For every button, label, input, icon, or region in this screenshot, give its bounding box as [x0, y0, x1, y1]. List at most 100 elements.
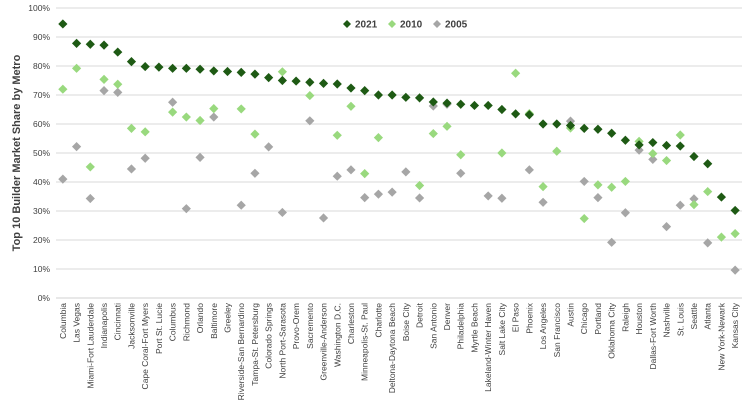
point-2010 — [373, 133, 384, 143]
point-2005 — [414, 193, 425, 203]
point-2010 — [168, 107, 178, 117]
point-2005 — [332, 171, 342, 181]
point-2010 — [250, 129, 260, 139]
point-2010 — [236, 104, 246, 114]
x-tick-label: Washington D.C. — [332, 303, 342, 367]
x-tick-label: Deltona-Daytona Beach — [387, 303, 397, 394]
x-tick-label: Provo-Orem — [291, 303, 301, 349]
point-2021 — [730, 205, 740, 216]
point-2021 — [401, 92, 411, 102]
point-2021 — [661, 140, 672, 151]
x-tick-label: Cape Coral-Fort Myers — [140, 303, 150, 389]
point-2010 — [538, 182, 548, 192]
x-tick-label: Phoenix — [524, 302, 534, 333]
legend-label-2021: 2021 — [355, 20, 378, 31]
y-axis-title: Top 10 Builder Market Share by Metro — [11, 54, 23, 251]
x-tick-label: Port St. Lucie — [154, 303, 164, 354]
x-tick-label: Salt Lake City — [497, 302, 507, 355]
x-tick-label: Columbia — [58, 303, 68, 339]
point-2021 — [469, 100, 480, 111]
y-tick-label: 20% — [33, 235, 50, 245]
x-tick-label: Boise City — [401, 302, 411, 341]
point-2005 — [71, 142, 82, 152]
point-2010 — [414, 180, 425, 191]
x-tick-label: Houston — [634, 303, 644, 335]
point-2010 — [689, 200, 699, 210]
legend-label-2005: 2005 — [445, 20, 468, 31]
point-2005 — [113, 87, 123, 97]
point-2010 — [126, 123, 137, 133]
point-2021 — [538, 119, 548, 129]
point-2010 — [716, 232, 727, 242]
x-tick-label: Portland — [593, 303, 603, 335]
point-2010 — [579, 213, 589, 224]
point-2010 — [58, 84, 68, 94]
point-2021 — [277, 75, 287, 86]
y-tick-label: 40% — [33, 177, 50, 187]
y-tick-label: 50% — [33, 148, 50, 158]
x-tick-label: San Francisco — [552, 303, 562, 358]
x-tick-label: Las Vegas — [72, 303, 82, 343]
point-2005 — [703, 238, 713, 248]
point-2021 — [579, 123, 589, 133]
point-2021 — [689, 151, 699, 162]
point-2005 — [85, 193, 95, 204]
x-tick-label: Raleigh — [620, 303, 630, 332]
point-2010 — [428, 128, 438, 139]
x-tick-label: Los Angeles — [538, 303, 548, 349]
point-2021 — [511, 109, 521, 119]
point-2021 — [593, 124, 603, 134]
y-tick-label: 10% — [33, 264, 50, 274]
point-2010 — [209, 104, 219, 114]
point-2010 — [113, 79, 123, 89]
point-2021 — [387, 90, 397, 100]
x-tick-label: Cincinnati — [113, 303, 123, 340]
point-2005 — [497, 193, 507, 203]
point-2005 — [99, 86, 109, 96]
point-2021 — [552, 119, 562, 129]
point-2005 — [634, 145, 644, 155]
point-2005 — [579, 176, 589, 187]
x-tick-label: Nashville — [662, 303, 672, 338]
point-2005 — [195, 152, 205, 162]
point-2010 — [648, 148, 658, 159]
point-2021 — [414, 93, 425, 103]
legend: 2021 2010 2005 — [343, 20, 468, 31]
point-2021 — [716, 192, 727, 202]
x-tick-label: Chicago — [579, 303, 589, 334]
x-tick-label: Atlanta — [703, 303, 713, 330]
point-2021 — [703, 159, 713, 169]
point-2021 — [456, 99, 466, 109]
point-2005 — [607, 237, 617, 247]
legend-marker-2005 — [433, 20, 441, 28]
x-tick-label: Jacksonville — [126, 303, 136, 349]
point-2005 — [730, 265, 740, 275]
legend-marker-2021 — [343, 20, 351, 28]
x-tick-label: Denver — [442, 303, 452, 331]
point-2021 — [524, 110, 534, 120]
y-tick-label: 100% — [28, 3, 50, 13]
x-tick-label: Riverside-San Bernardino — [236, 303, 246, 401]
gridlines — [56, 7, 742, 270]
x-tick-label: New York-Newark — [716, 302, 726, 370]
point-2005 — [483, 191, 493, 201]
x-tick-label: Lakeland-Winter Haven — [483, 303, 493, 392]
point-2021 — [565, 120, 576, 131]
point-2010 — [360, 168, 370, 179]
point-2005 — [250, 168, 260, 178]
point-2005 — [140, 153, 150, 163]
point-2010 — [277, 67, 287, 77]
x-tick-label: Detroit — [415, 302, 425, 328]
point-2021 — [497, 104, 507, 115]
point-2010 — [607, 182, 617, 192]
point-2010 — [140, 127, 150, 137]
point-2010 — [99, 74, 109, 84]
point-2005 — [168, 97, 178, 107]
x-tick-label: Charlotte — [373, 303, 383, 338]
x-tick-label: El Paso — [511, 303, 521, 333]
point-2021 — [195, 64, 205, 74]
x-tick-label: Tampa-St. Petersburg — [250, 303, 260, 386]
point-2005 — [401, 167, 411, 177]
x-tick-label: Charleston — [346, 303, 356, 344]
x-tick-label: St. Louis — [675, 303, 685, 336]
